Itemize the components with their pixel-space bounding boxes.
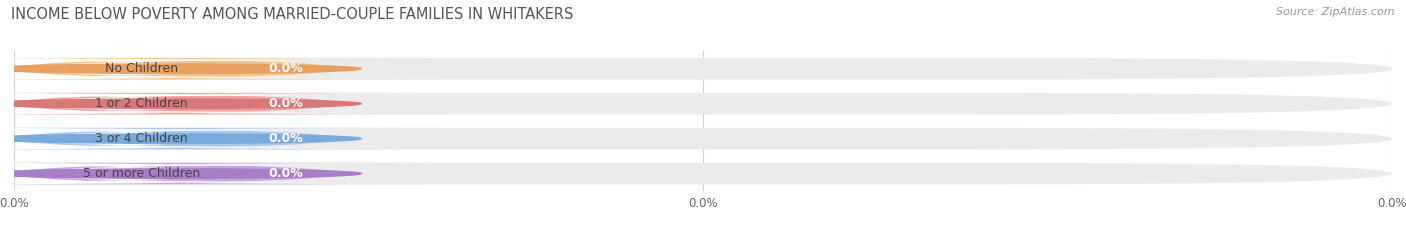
FancyBboxPatch shape — [0, 130, 404, 147]
FancyBboxPatch shape — [14, 93, 1392, 115]
FancyBboxPatch shape — [0, 95, 404, 113]
FancyBboxPatch shape — [0, 165, 404, 182]
FancyBboxPatch shape — [0, 60, 404, 78]
FancyBboxPatch shape — [14, 163, 1392, 185]
Text: 3 or 4 Children: 3 or 4 Children — [96, 132, 187, 145]
FancyBboxPatch shape — [0, 58, 441, 80]
Text: 0.0%: 0.0% — [269, 167, 302, 180]
FancyBboxPatch shape — [14, 128, 1392, 150]
Text: 0.0%: 0.0% — [269, 62, 302, 75]
Circle shape — [0, 64, 361, 73]
FancyBboxPatch shape — [0, 163, 441, 185]
Text: 1 or 2 Children: 1 or 2 Children — [96, 97, 187, 110]
FancyBboxPatch shape — [14, 58, 1392, 80]
Text: 5 or more Children: 5 or more Children — [83, 167, 200, 180]
Circle shape — [0, 99, 361, 108]
FancyBboxPatch shape — [0, 128, 441, 150]
Text: Source: ZipAtlas.com: Source: ZipAtlas.com — [1277, 7, 1395, 17]
Text: 0.0%: 0.0% — [269, 97, 302, 110]
Text: 0.0%: 0.0% — [269, 132, 302, 145]
FancyBboxPatch shape — [0, 93, 441, 115]
Text: INCOME BELOW POVERTY AMONG MARRIED-COUPLE FAMILIES IN WHITAKERS: INCOME BELOW POVERTY AMONG MARRIED-COUPL… — [11, 7, 574, 22]
Text: No Children: No Children — [105, 62, 179, 75]
Circle shape — [0, 169, 361, 178]
Circle shape — [0, 134, 361, 143]
